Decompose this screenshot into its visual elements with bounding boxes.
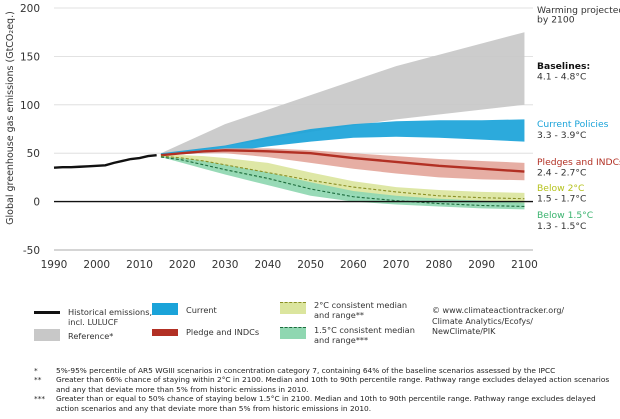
x-tick-label: 2000	[83, 259, 110, 271]
legend-swatch-pledge	[152, 329, 178, 336]
legend-label-reference: Reference*	[68, 331, 114, 341]
right-label: Baselines:	[537, 61, 590, 72]
emissions-chart: -50 0 50 100 150 200 1990 2000 2010 2020 2030 2040 2…	[5, 3, 620, 271]
right-label: 1.5 - 1.7°C	[537, 194, 586, 205]
right-label: Pledges and INDCs	[537, 157, 620, 168]
footnotes: * 5%-95% percentile of AR5 WGIII scenari…	[34, 366, 614, 413]
x-tick-label: 2020	[169, 259, 196, 271]
x-tick-label: 2090	[468, 259, 495, 271]
x-tick-label: 2080	[426, 259, 453, 271]
footnote-mark: *	[34, 366, 38, 375]
footnote-2: ** Greater than 66% chance of staying wi…	[34, 375, 614, 394]
x-tick-label: 1990	[41, 259, 68, 271]
band-2-c-consistent-median-and-range	[160, 155, 525, 205]
scenario-bands	[160, 32, 525, 210]
y-tick-label: -50	[23, 245, 40, 257]
footnote-text: Greater than 66% chance of staying withi…	[56, 375, 610, 394]
legend-item-reference: Reference*	[34, 329, 113, 341]
y-tick-label: 200	[20, 3, 40, 15]
legend-item-pledge: Pledge and INDCs	[152, 327, 259, 337]
legend-label-2c: 2°C consistent median and range**	[314, 300, 408, 320]
series-lines	[53, 149, 525, 207]
legend-label-1-5c: 1.5°C consistent median and range***	[314, 325, 415, 345]
median-line-1-5-c-consistent-median-and-range	[160, 156, 525, 207]
x-tick-label: 2030	[212, 259, 239, 271]
band-current	[160, 119, 525, 156]
band-reference	[160, 32, 525, 156]
legend-swatch-2c	[280, 302, 306, 314]
legend-swatch-1-5c	[280, 327, 306, 339]
right-label: 3.3 - 3.9°C	[537, 130, 586, 141]
right-label: Warming projected	[537, 5, 620, 16]
x-tick-label: 2060	[340, 259, 367, 271]
x-tick-label: 2010	[126, 259, 153, 271]
legend: Historical emissions, incl. LULUCF Refer…	[0, 300, 620, 360]
credit-text: © www.climateactiontracker.org/ Climate …	[432, 306, 565, 336]
right-label: by 2100	[537, 15, 575, 26]
right-label: Below 1.5°C	[537, 210, 593, 221]
legend-swatch-reference	[34, 329, 60, 341]
right-label: Below 2°C	[537, 183, 584, 194]
footnote-3: *** Greater than or equal to 50% chance …	[34, 394, 614, 413]
right-label: 2.4 - 2.7°C	[537, 168, 586, 179]
x-tick-label: 2050	[297, 259, 324, 271]
right-label: 4.1 - 4.8°C	[537, 72, 586, 83]
band-pledge-and-indcs	[160, 148, 525, 181]
axes: -50 0 50 100 150 200 1990 2000 2010 2020 2030 2040 2…	[20, 3, 538, 271]
y-tick-label: 50	[27, 148, 40, 160]
right-label: 1.3 - 1.5°C	[537, 221, 586, 232]
footnote-text: Greater than or equal to 50% chance of s…	[56, 394, 596, 413]
y-tick-label: 100	[20, 100, 40, 112]
legend-swatch-current	[152, 303, 178, 315]
y-tick-label: 0	[33, 197, 40, 209]
footnote-mark: ***	[34, 394, 46, 404]
x-tick-label: 2100	[511, 259, 538, 271]
legend-label-historical: Historical emissions, incl. LULUCF	[68, 307, 153, 327]
legend-label-current: Current	[186, 305, 217, 315]
footnote-1: * 5%-95% percentile of AR5 WGIII scenari…	[34, 366, 614, 375]
legend-item-current: Current	[152, 303, 217, 315]
y-tick-label: 150	[20, 51, 40, 63]
legend-item-1-5c: 1.5°C consistent median and range***	[280, 325, 415, 345]
legend-label-pledge: Pledge and INDCs	[186, 327, 260, 337]
median-line-2-c-consistent-median-and-range	[160, 155, 525, 200]
legend-item-2c: 2°C consistent median and range**	[280, 300, 407, 320]
legend-swatch-historical	[34, 311, 60, 314]
legend-item-historical: Historical emissions, incl. LULUCF	[34, 307, 152, 327]
x-tick-label: 2040	[254, 259, 281, 271]
band-1-5-c-consistent-median-and-range	[160, 156, 525, 210]
median-line-pledge-and-indcs	[160, 149, 525, 173]
footnote-text: 5%-95% percentile of AR5 WGIII scenarios…	[56, 366, 556, 375]
y-axis-label: Global greenhouse gas emissions (GtCO₂eq…	[5, 11, 16, 225]
right-label: Current Policies	[537, 119, 609, 130]
footnote-mark: **	[34, 375, 42, 385]
x-tick-label: 2070	[383, 259, 410, 271]
historical-line	[53, 153, 157, 169]
